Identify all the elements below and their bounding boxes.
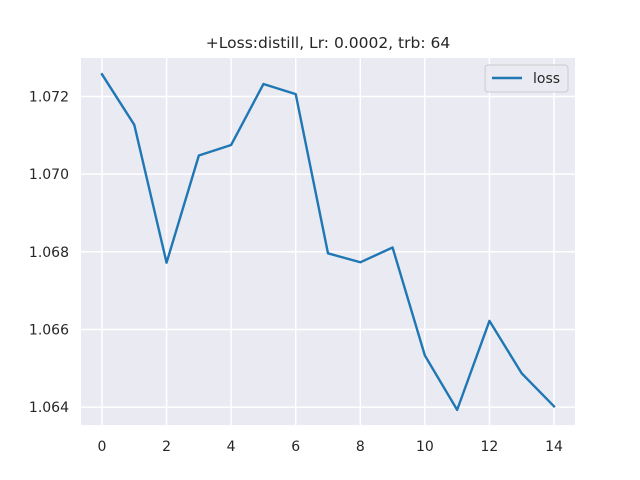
- x-tick-label: 2: [162, 439, 171, 455]
- series-line-loss: [100, 72, 556, 412]
- x-tick-label: 10: [416, 439, 434, 455]
- x-tick-label: 12: [481, 439, 499, 455]
- legend-box: [484, 64, 569, 93]
- y-tick-label: 1.064: [29, 400, 69, 416]
- x-tick-label: 4: [227, 439, 236, 455]
- legend-label: loss: [533, 71, 560, 87]
- y-tick-label: 1.072: [29, 89, 69, 105]
- x-axis-ticks: 0 2 4 6 8 10 12 14: [98, 439, 563, 455]
- x-tick-label: 8: [356, 439, 365, 455]
- series-layer: [100, 72, 556, 412]
- plot-area: [81, 58, 575, 425]
- y-tick-label: 1.068: [29, 245, 69, 261]
- x-tick-label: 0: [98, 439, 107, 455]
- x-tick-label: 14: [545, 439, 563, 455]
- legend: loss: [484, 64, 569, 93]
- x-tick-label: 6: [291, 439, 300, 455]
- chart-title: +Loss:distill, Lr: 0.0002, trb: 64: [206, 34, 450, 52]
- y-tick-label: 1.070: [29, 167, 69, 183]
- y-tick-label: 1.066: [29, 322, 69, 338]
- y-axis-ticks: 1.064 1.066 1.068 1.070 1.072: [29, 89, 69, 416]
